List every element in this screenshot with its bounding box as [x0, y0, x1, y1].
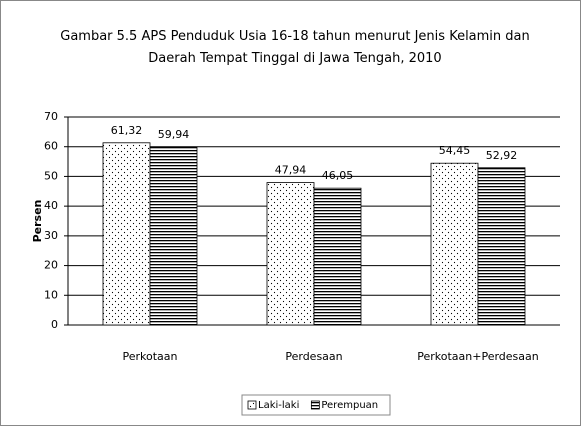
bar	[149, 146, 198, 326]
y-tick-label: 50	[44, 169, 58, 182]
chart-title: Gambar 5.5 APS Penduduk Usia 16-18 tahun…	[60, 29, 530, 66]
y-tick-label: 30	[44, 229, 58, 242]
value-label: 52,92	[486, 149, 518, 162]
y-tick-label: 10	[44, 288, 58, 301]
legend-label: Laki-laki	[258, 400, 299, 411]
y-tick-label: 70	[44, 110, 58, 123]
y-tick-label: 20	[44, 259, 58, 272]
legend-swatch	[310, 400, 320, 410]
y-tick-label: 0	[51, 318, 58, 331]
value-label: 46,05	[322, 169, 354, 182]
legend-box	[241, 394, 391, 416]
value-label: 47,94	[275, 164, 307, 177]
x-tick-label: Perdesaan	[285, 350, 342, 363]
y-tick-label: 60	[44, 140, 58, 153]
y-tick-label: 40	[44, 199, 58, 212]
x-tick-label: Perkotaan+Perdesaan	[417, 350, 539, 363]
legend-label: Perempuan	[321, 400, 378, 411]
bar	[430, 162, 479, 326]
legend-swatch	[247, 400, 257, 410]
y-axis-label: Persen	[31, 200, 44, 243]
value-label: 59,94	[158, 128, 190, 141]
bar	[266, 182, 315, 326]
bar	[313, 187, 362, 326]
bar	[102, 142, 151, 326]
value-label: 61,32	[111, 124, 143, 137]
bar	[477, 167, 526, 326]
value-label: 54,45	[439, 144, 471, 157]
x-tick-label: Perkotaan	[122, 350, 177, 363]
